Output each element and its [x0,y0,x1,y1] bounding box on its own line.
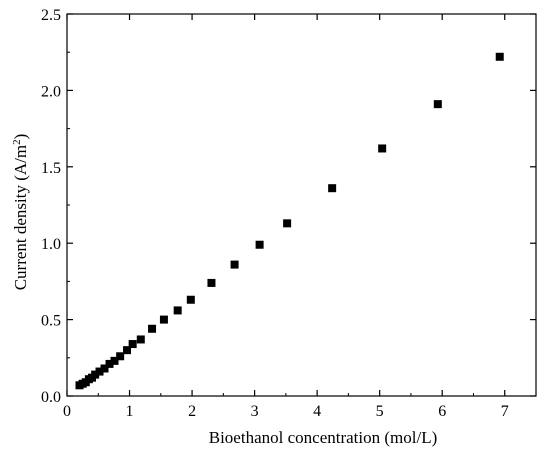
y-tick-label: 1.0 [41,236,61,253]
data-point [159,315,168,324]
data-point [91,370,100,379]
data-point [186,295,195,304]
data-point [100,364,109,373]
data-point [230,260,239,269]
data-point [495,52,504,61]
y-tick-label: 1.5 [41,160,61,177]
data-point [110,356,119,365]
data-point [116,352,125,361]
data-point [173,306,182,315]
y-tick-label: 2.5 [41,7,61,24]
y-axis-title: Current density (A/m2) [11,134,30,291]
x-tick-label: 3 [251,403,259,420]
data-point [328,184,337,193]
data-point [105,359,114,368]
data-point [378,144,387,153]
y-axis-ticks [67,13,536,397]
data-point [123,346,132,355]
data-point [148,324,157,333]
x-tick-label: 7 [501,403,509,420]
x-tick-label: 1 [126,403,134,420]
data-points [75,52,504,390]
y-tick-label: 2.0 [41,83,61,100]
data-point [283,219,292,228]
data-point [95,367,104,376]
x-axis-ticks [66,14,506,396]
y-axis-title-main: Current density (A/m [11,145,30,290]
data-point [136,335,145,344]
y-axis-title-superscript: 2 [11,139,23,145]
data-point [255,240,264,249]
data-point [128,340,137,349]
y-axis-tick-labels: 0.0 0.5 1.0 1.5 2.0 2.5 [41,7,61,406]
x-axis-title: Bioethanol concentration (mol/L) [209,428,438,447]
y-axis-title-close: ) [11,134,30,140]
data-point [433,100,442,109]
y-tick-label: 0.0 [41,389,61,406]
x-tick-label: 4 [313,403,321,420]
y-tick-label: 0.5 [41,313,61,330]
data-point [207,278,216,287]
x-axis-tick-labels: 0 1 2 3 4 5 6 7 [63,403,509,420]
x-tick-label: 0 [63,403,71,420]
x-tick-label: 6 [438,403,446,420]
x-tick-label: 5 [376,403,384,420]
x-tick-label: 2 [188,403,196,420]
